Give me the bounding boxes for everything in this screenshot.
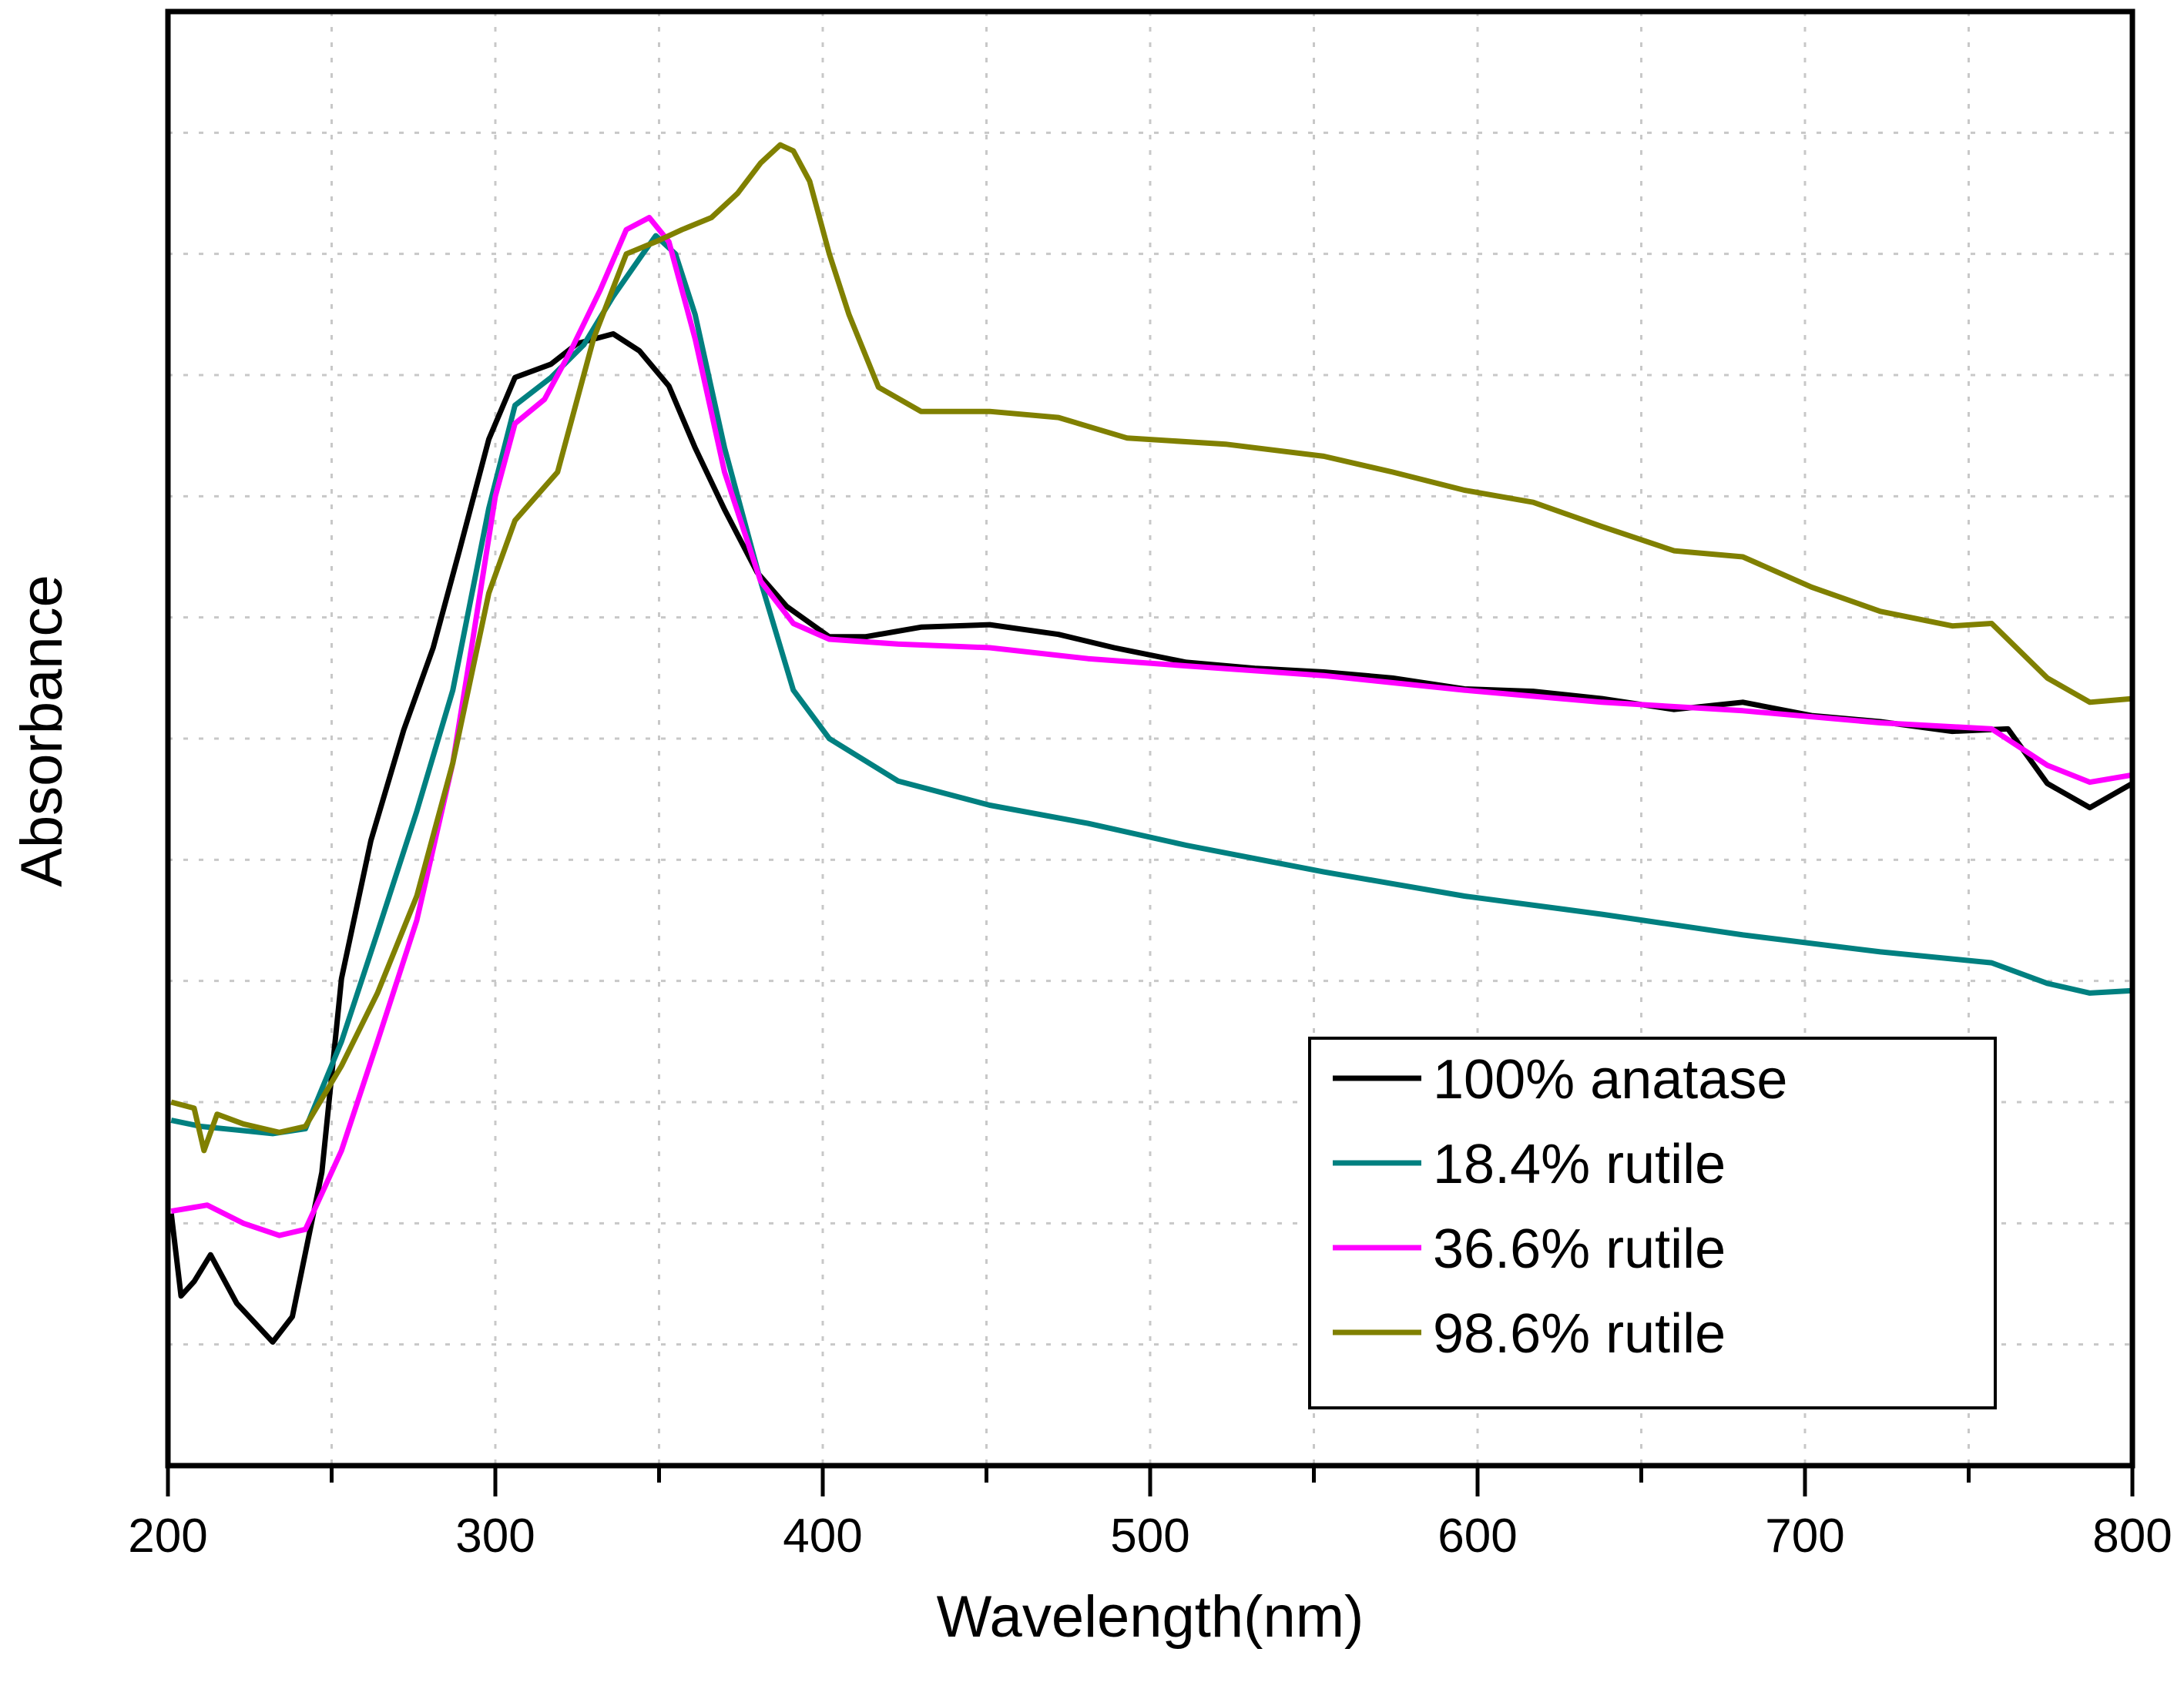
legend-box xyxy=(1308,1037,1997,1409)
series-line-36-6-rutile xyxy=(170,215,2133,1238)
series-line-98-6-rutile xyxy=(170,142,2133,1154)
x-axis-ticks xyxy=(166,1466,2135,1496)
y-axis-title: Absorbance xyxy=(9,575,75,887)
x-tick-label: 400 xyxy=(783,1510,862,1563)
series-line-18-4-rutile xyxy=(170,233,2133,1137)
legend-label: 98.6% rutile xyxy=(1433,1303,1726,1365)
x-tick-label: 800 xyxy=(2092,1510,2172,1563)
x-tick-label: 500 xyxy=(1110,1510,1189,1563)
legend-label: 18.4% rutile xyxy=(1433,1134,1726,1195)
x-tick-label: 300 xyxy=(455,1510,535,1563)
legend: 100% anatase 18.4% rutile 36.6% rutile 98.6… xyxy=(1308,1037,1997,1409)
series-line-100-anatase xyxy=(168,331,2134,1345)
legend-label: 36.6% rutile xyxy=(1433,1218,1726,1280)
legend-label: 100% anatase xyxy=(1433,1049,1787,1111)
x-axis-tick-labels: 200 300 400 500 600 700 800 xyxy=(128,1510,2172,1563)
x-tick-label: 200 xyxy=(128,1510,207,1563)
plot-lines xyxy=(168,142,2134,1345)
x-tick-label: 700 xyxy=(1765,1510,1844,1563)
x-tick-label: 600 xyxy=(1438,1510,1517,1563)
x-axis-title: Wavelength(nm) xyxy=(937,1584,1364,1650)
